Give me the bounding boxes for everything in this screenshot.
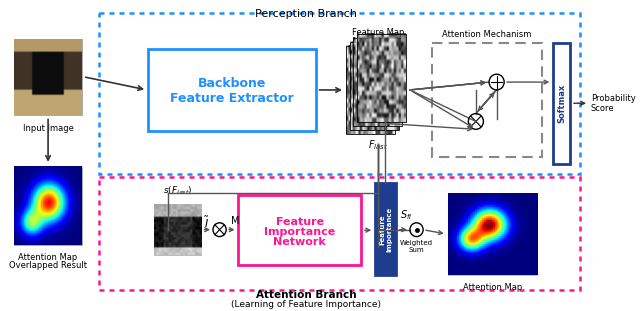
Text: $\tilde{I}$: $\tilde{I}$: [204, 215, 209, 230]
Text: Feature: Feature: [276, 217, 324, 227]
Text: Backbone: Backbone: [198, 77, 266, 90]
Bar: [14, 39, 82, 114]
Text: Feature Map: Feature Map: [352, 28, 404, 37]
Bar: [431, 43, 542, 157]
Text: Attention Map: Attention Map: [463, 283, 522, 292]
Text: Probability
Score: Probability Score: [591, 94, 636, 113]
Bar: [99, 177, 580, 290]
Text: Attention Map: Attention Map: [19, 253, 77, 262]
Bar: [357, 34, 406, 123]
Text: Network: Network: [273, 237, 326, 247]
Text: Feature
Importance: Feature Importance: [379, 207, 392, 252]
Text: $F_{last}$: $F_{last}$: [368, 138, 388, 152]
Text: Perception Branch: Perception Branch: [255, 9, 357, 19]
Text: $s(F_{last})$: $s(F_{last})$: [163, 185, 193, 197]
Bar: [14, 167, 82, 245]
Bar: [154, 205, 201, 255]
Bar: [346, 46, 395, 134]
Bar: [239, 195, 361, 265]
Bar: [553, 43, 570, 164]
Text: Importance: Importance: [264, 227, 335, 237]
Bar: [148, 49, 316, 131]
Bar: [447, 193, 537, 275]
Text: Overlapped Result: Overlapped Result: [9, 261, 87, 270]
Text: Feature Extractor: Feature Extractor: [170, 92, 294, 105]
Text: Attention Branch: Attention Branch: [256, 290, 356, 299]
Bar: [349, 42, 399, 130]
Text: Softmax: Softmax: [557, 84, 566, 123]
Bar: [99, 13, 580, 174]
Text: M: M: [231, 216, 239, 226]
Bar: [375, 183, 396, 275]
Text: (Learning of Feature Importance): (Learning of Feature Importance): [231, 300, 381, 309]
Text: Weighted
Sum: Weighted Sum: [400, 239, 433, 253]
Text: Input Image: Input Image: [22, 124, 74, 133]
Text: Attention Mechanism: Attention Mechanism: [442, 30, 531, 39]
Text: $S_{fi}$: $S_{fi}$: [399, 208, 412, 222]
Bar: [353, 38, 403, 126]
